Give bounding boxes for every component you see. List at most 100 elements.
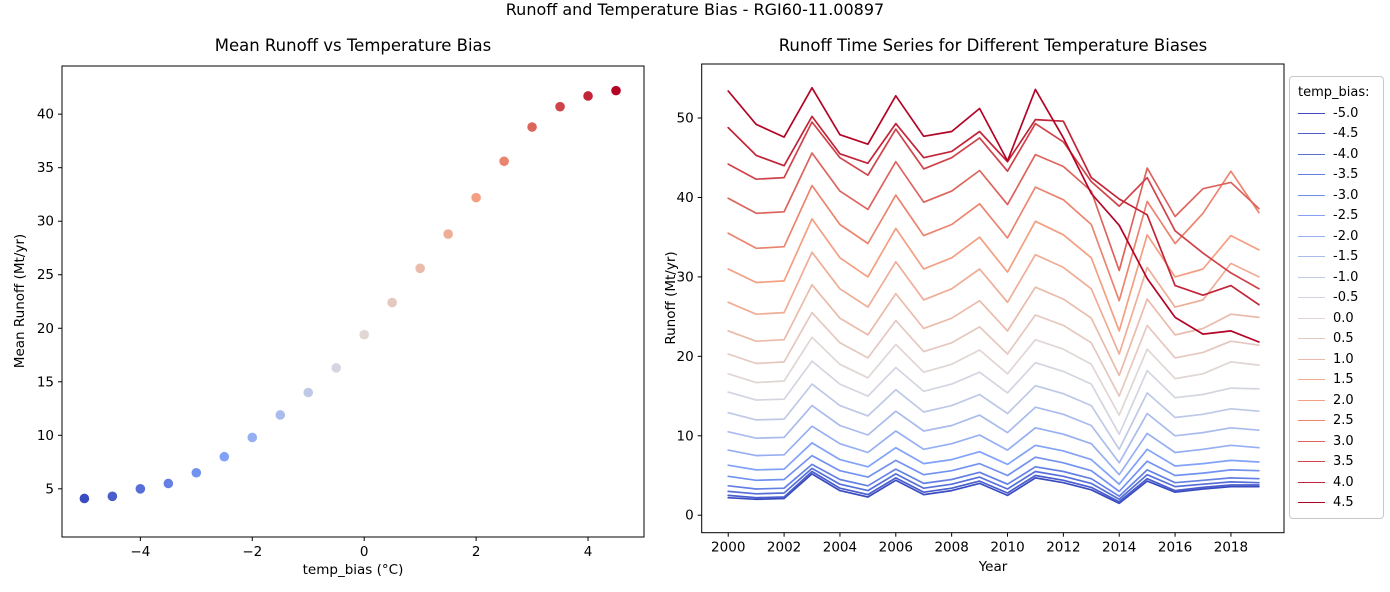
scatter-point — [499, 156, 509, 167]
scatter-x-axis-label: temp_bias (°C) — [302, 562, 404, 578]
legend-line-swatch — [1298, 276, 1325, 278]
y-tick-label: 0 — [685, 508, 694, 524]
x-tick-label: 0 — [360, 544, 369, 560]
scatter-point — [583, 91, 593, 101]
series-line — [727, 170, 1260, 302]
legend-entry: 4.5 — [1298, 493, 1376, 514]
legend-line-swatch — [1298, 440, 1325, 442]
y-tick-label: 15 — [37, 374, 54, 390]
series-line — [727, 470, 1260, 503]
legend: temp_bias: -5.0 -4.5 -4.0 -3.5 -3.0 -2.5 -2.0-… — [1289, 76, 1384, 519]
scatter-point — [527, 122, 537, 132]
y-tick-label: 50 — [677, 111, 694, 127]
legend-entry: 4.0 — [1298, 472, 1376, 493]
legend-line-swatch — [1298, 133, 1325, 135]
legend-entry: 3.0 — [1298, 431, 1376, 452]
legend-line-swatch — [1298, 338, 1325, 340]
scatter-point — [555, 101, 565, 112]
series-line — [727, 251, 1260, 355]
legend-entry-label: -4.0 — [1333, 146, 1359, 162]
x-tick-label: 2006 — [879, 540, 913, 556]
legend-entry: 2.0 — [1298, 390, 1376, 411]
scatter-point — [219, 451, 230, 462]
x-tick-label: 2018 — [1214, 540, 1248, 556]
x-tick-label: 2 — [472, 544, 481, 560]
legend-entry: -4.0 — [1298, 144, 1376, 165]
y-tick-label: 35 — [37, 160, 54, 176]
line-plot-title: Runoff Time Series for Different Tempera… — [778, 36, 1208, 55]
axes-frame — [701, 63, 1285, 534]
scatter-plot-title: Mean Runoff vs Temperature Bias — [214, 36, 492, 55]
y-tick-label: 40 — [677, 190, 694, 206]
legend-line-swatch — [1298, 112, 1325, 114]
legend-line-swatch — [1298, 297, 1325, 299]
x-tick-label: 4 — [584, 544, 593, 560]
y-tick-label: 20 — [677, 349, 694, 365]
series-line — [727, 463, 1260, 498]
scatter-point — [247, 432, 258, 443]
series-line — [727, 442, 1260, 486]
scatter-point — [415, 263, 425, 274]
figure-title: Runoff and Temperature Bias - RGI60-11.0… — [505, 0, 885, 19]
legend-line-swatch — [1298, 194, 1325, 196]
legend-entry: -1.5 — [1298, 247, 1376, 268]
series-line — [727, 218, 1260, 332]
legend-entry: 1.0 — [1298, 349, 1376, 370]
legend-entry-label: 3.5 — [1333, 454, 1354, 470]
legend-line-swatch — [1298, 174, 1325, 176]
x-tick-label: 2004 — [823, 540, 857, 556]
y-tick-label: 30 — [37, 214, 54, 230]
series-line — [727, 360, 1260, 436]
scatter-point — [611, 85, 621, 96]
legend-entry: 1.5 — [1298, 370, 1376, 391]
series-line — [727, 425, 1260, 476]
y-tick-label: 10 — [677, 428, 694, 444]
series-line — [727, 467, 1260, 501]
scatter-point — [359, 329, 369, 340]
legend-entry: -5.0 — [1298, 103, 1376, 124]
legend-entry: 3.5 — [1298, 452, 1376, 473]
legend-line-swatch — [1298, 379, 1325, 381]
legend-entry: 0.0 — [1298, 308, 1376, 329]
x-tick-label: −2 — [242, 544, 262, 560]
series-line — [727, 311, 1260, 397]
legend-entry-label: -4.5 — [1333, 126, 1359, 142]
series-line — [727, 152, 1260, 272]
line-y-axis-label: Runoff (Mt/yr) — [663, 251, 679, 345]
legend-entry-label: 4.5 — [1333, 495, 1354, 511]
y-tick-label: 5 — [45, 481, 54, 497]
legend-entry-label: -1.0 — [1333, 269, 1359, 285]
series-line — [727, 404, 1260, 464]
legend-entry-label: 2.0 — [1333, 392, 1354, 408]
y-tick-label: 30 — [677, 269, 694, 285]
legend-entry-label: 0.5 — [1333, 331, 1354, 347]
legend-entry: -4.5 — [1298, 124, 1376, 145]
scatter-point — [163, 478, 174, 489]
x-tick-label: 2008 — [934, 540, 968, 556]
series-line — [727, 121, 1260, 290]
legend-entry-label: -5.0 — [1333, 105, 1359, 121]
y-tick-label: 25 — [37, 267, 54, 283]
legend-entry-label: -2.0 — [1333, 228, 1359, 244]
legend-entry-label: -0.5 — [1333, 290, 1359, 306]
scatter-y-axis-label: Mean Runoff (Mt/yr) — [12, 233, 28, 369]
series-line — [727, 454, 1260, 493]
scatter-point — [135, 484, 146, 494]
legend-entry: -1.0 — [1298, 267, 1376, 288]
y-tick-label: 40 — [37, 107, 54, 123]
legend-line-swatch — [1298, 215, 1325, 217]
legend-line-swatch — [1298, 399, 1325, 401]
legend-line-swatch — [1298, 461, 1325, 463]
legend-entry: -3.5 — [1298, 165, 1376, 186]
legend-line-swatch — [1298, 420, 1325, 422]
series-line — [727, 383, 1260, 451]
x-tick-label: 2010 — [990, 540, 1024, 556]
legend-line-swatch — [1298, 502, 1325, 504]
legend-entry-label: -3.0 — [1333, 187, 1359, 203]
x-tick-label: 2002 — [767, 540, 801, 556]
legend-entry-label: 0.0 — [1333, 310, 1354, 326]
legend-entry: -3.0 — [1298, 185, 1376, 206]
legend-entry: 2.5 — [1298, 411, 1376, 432]
x-tick-label: 2012 — [1046, 540, 1080, 556]
